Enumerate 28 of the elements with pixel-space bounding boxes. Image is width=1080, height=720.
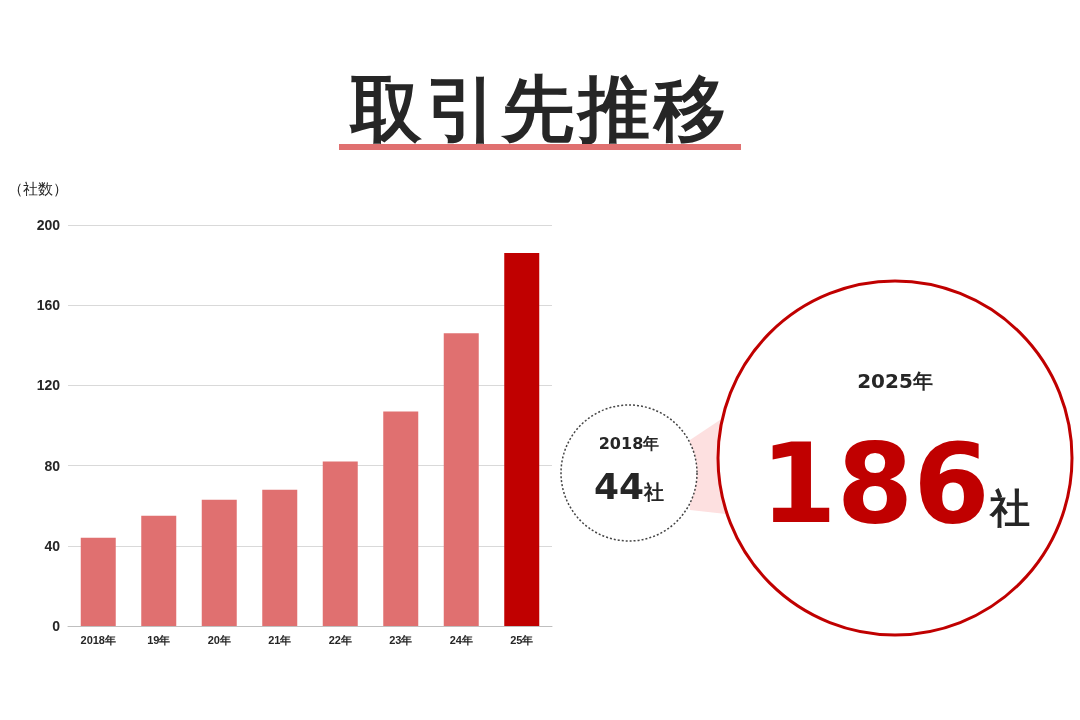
y-tick-label: 200 [36, 217, 61, 233]
bar [80, 537, 116, 626]
x-tick-label: 20年 [207, 633, 231, 646]
x-tick-label: 2018年 [80, 633, 116, 646]
x-tick-label: 21年 [268, 633, 292, 646]
text: 186社 [760, 420, 1030, 548]
x-tick-label: 24年 [449, 633, 473, 646]
bar [262, 489, 298, 626]
text: 2018年 [597, 434, 661, 455]
y-tick-label: 120 [36, 377, 61, 394]
bar [141, 515, 177, 626]
bar [383, 411, 419, 626]
y-axis-title: （社数） [8, 180, 68, 199]
chart-title: 取引先推移 [348, 66, 731, 153]
x-tick-label: 22年 [328, 633, 352, 646]
bar [322, 461, 358, 626]
x-tick-label: 19年 [147, 633, 171, 646]
bar [201, 499, 237, 626]
y-tick-label: 0 [52, 618, 61, 634]
x-tick-label: 23年 [389, 633, 413, 646]
x-tick-label: 25年 [510, 633, 534, 646]
bar [504, 253, 540, 626]
bar [443, 333, 479, 626]
text: 44社 [593, 466, 665, 507]
y-tick-label: 80 [44, 457, 61, 474]
text: 2025年 [856, 368, 934, 395]
y-tick-label: 160 [36, 297, 61, 314]
y-tick-label: 40 [44, 537, 61, 554]
